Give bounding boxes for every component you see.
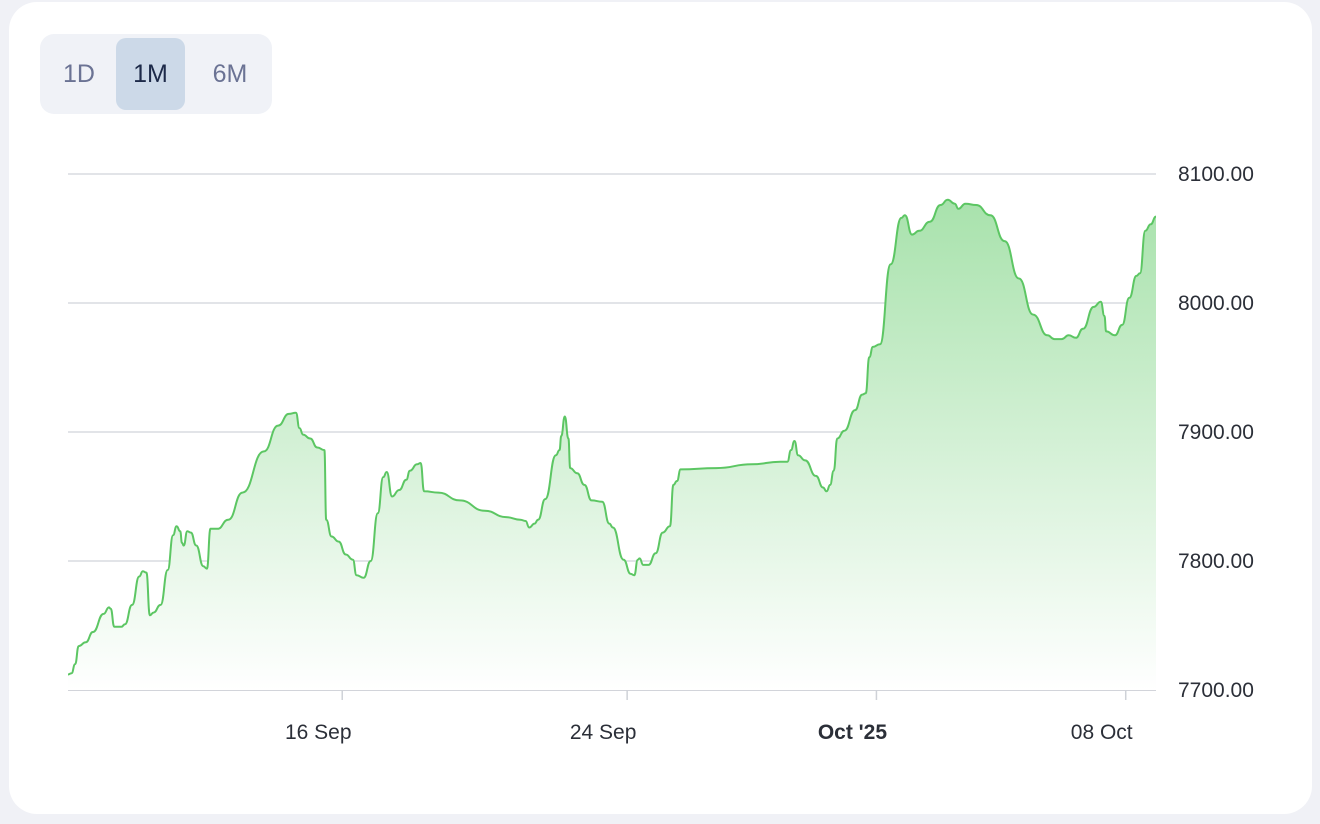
axes: 7700.00 7800.00 7900.00 8000.00 8100.00 16 Se… xyxy=(285,163,1254,744)
y-tick-label: 7700.00 xyxy=(1178,679,1254,702)
x-tick-label: 24 Sep xyxy=(570,721,637,744)
range-6m-button[interactable]: 6M xyxy=(212,59,248,88)
price-line xyxy=(67,198,1157,676)
y-tick-label: 7800.00 xyxy=(1178,550,1254,573)
range-1d-button[interactable]: 1D xyxy=(63,59,95,88)
y-tick-label: 8100.00 xyxy=(1178,163,1254,186)
range-selector: 1D 1M 6M xyxy=(40,34,272,114)
range-1m-button[interactable]: 1M xyxy=(116,38,185,110)
y-tick-label: 7900.00 xyxy=(1178,421,1254,444)
price-area xyxy=(68,199,1156,691)
y-tick-label: 8000.00 xyxy=(1178,292,1254,315)
x-tick-label: 16 Sep xyxy=(285,721,352,744)
x-tick-label: 08 Oct xyxy=(1071,721,1133,744)
x-tick-label: Oct '25 xyxy=(818,721,888,744)
